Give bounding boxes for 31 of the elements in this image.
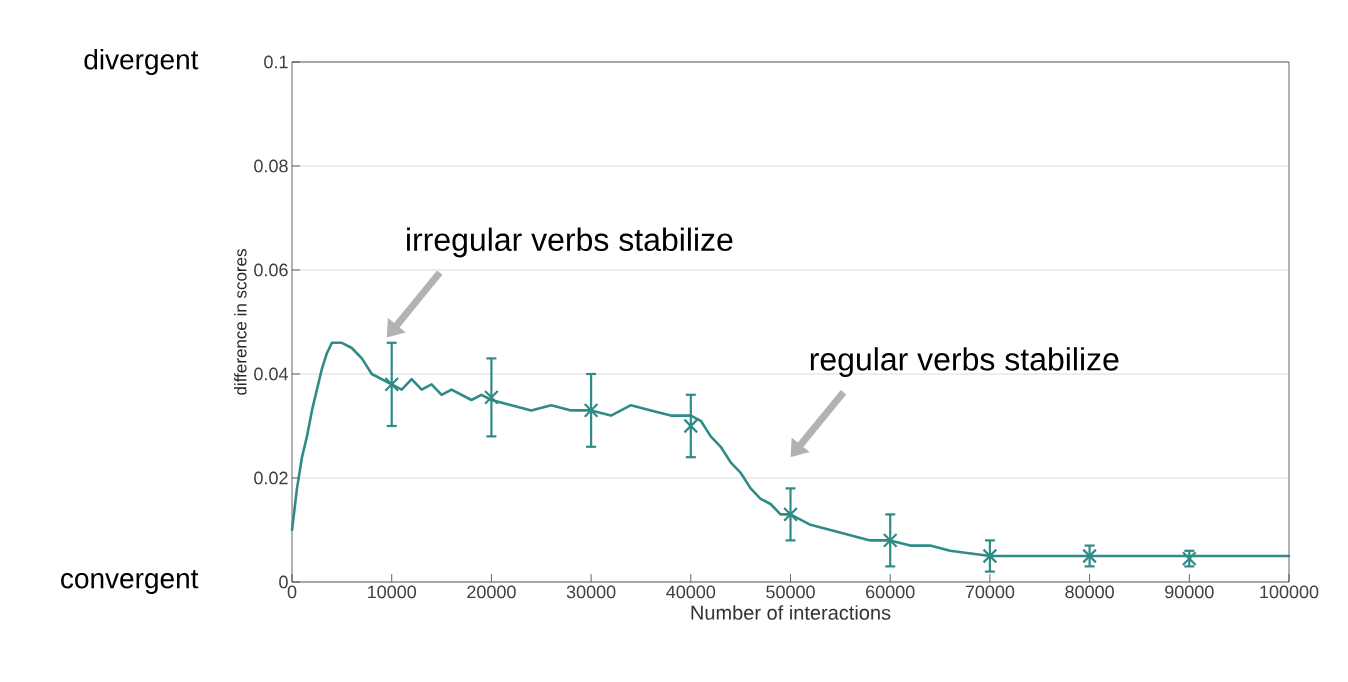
x-tick-label: 50000 (766, 585, 815, 599)
y-tick-label: 0.1 (264, 55, 288, 69)
x-tick-label: 0 (287, 585, 297, 599)
x-tick-label: 60000 (866, 585, 915, 599)
x-tick-label: 40000 (666, 585, 716, 599)
x-tick-label: 70000 (965, 585, 1015, 599)
y-tick-label: 0.06 (254, 263, 288, 277)
y-tick-label: 0.08 (254, 159, 288, 173)
y-tick-label: 0.02 (254, 471, 288, 485)
text: divergent (84, 48, 199, 76)
point (982, 548, 998, 564)
point (1082, 548, 1098, 564)
y-tick-label: 0.04 (254, 367, 288, 381)
y-axis-title: difference in scores (234, 249, 247, 395)
x-axis-title: Number of interactions (691, 605, 891, 620)
x-tick-label: 90000 (1165, 585, 1214, 599)
annotation: irregular verbs stabilize (407, 227, 733, 258)
y-tick-label: 0 (279, 575, 288, 589)
annotation: regular verbs stabilize (810, 347, 1119, 377)
point (384, 376, 400, 392)
point (882, 532, 898, 548)
point (683, 418, 699, 434)
x-tick-label: 10000 (368, 585, 417, 599)
point (583, 402, 599, 418)
point (483, 389, 499, 405)
x-tick-label: 20000 (467, 585, 516, 599)
x-tick-label: 30000 (566, 585, 616, 599)
x-tick-label: 80000 (1065, 585, 1114, 599)
text: convergent (61, 570, 199, 594)
point (783, 506, 798, 522)
x-tick-label: 100000 (1260, 585, 1319, 599)
